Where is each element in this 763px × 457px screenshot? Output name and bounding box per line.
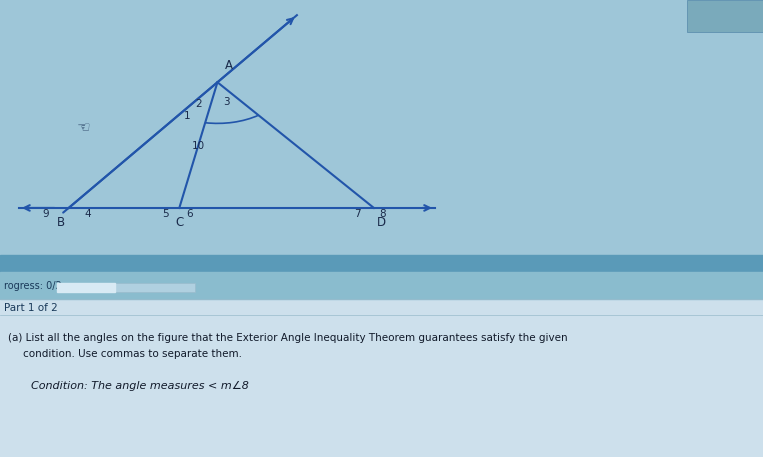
Text: D: D — [377, 216, 386, 229]
Text: condition. Use commas to separate them.: condition. Use commas to separate them. — [23, 349, 242, 359]
Text: 7: 7 — [354, 209, 360, 219]
Text: ☜: ☜ — [77, 121, 91, 135]
Text: 1: 1 — [184, 111, 190, 121]
Text: A: A — [225, 58, 233, 72]
Text: 2: 2 — [195, 99, 201, 109]
Text: 8: 8 — [380, 209, 386, 219]
Bar — [57, 283, 195, 292]
Text: 6: 6 — [186, 209, 192, 219]
Text: rogress: 0/2: rogress: 0/2 — [4, 281, 62, 291]
Bar — [0, 272, 763, 299]
Text: 3: 3 — [224, 97, 230, 107]
Text: C: C — [175, 216, 183, 229]
Text: Part 1 of 2: Part 1 of 2 — [4, 303, 57, 314]
Text: 4: 4 — [85, 209, 91, 219]
Bar — [0, 299, 763, 457]
Text: (a) List all the angles on the figure that the Exterior Angle Inequality Theorem: (a) List all the angles on the figure th… — [8, 333, 567, 343]
Bar — [0, 0, 763, 256]
Text: Condition: The angle measures < m∠8: Condition: The angle measures < m∠8 — [31, 381, 249, 391]
Bar — [0, 255, 763, 272]
Text: 9: 9 — [43, 209, 49, 219]
Text: B: B — [57, 216, 65, 229]
Text: 10: 10 — [192, 140, 205, 150]
Text: 5: 5 — [163, 209, 169, 219]
Bar — [687, 0, 763, 32]
Bar — [57, 283, 115, 292]
